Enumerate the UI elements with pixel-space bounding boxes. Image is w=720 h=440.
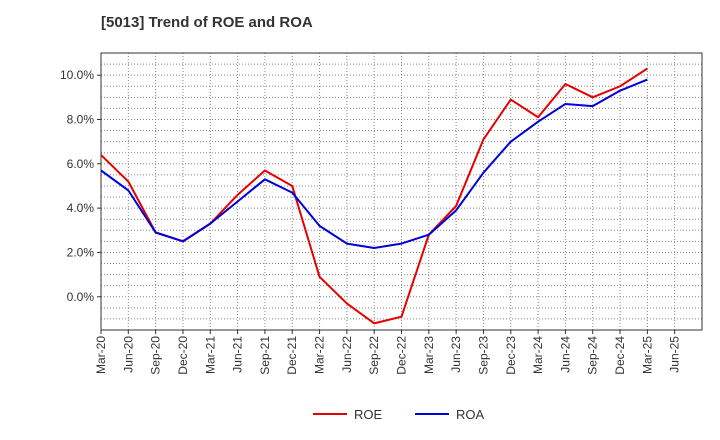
x-tick-label: Sep-20 — [149, 336, 163, 375]
y-tick-label: 8.0% — [67, 112, 95, 126]
series — [100, 67, 648, 325]
x-tick-label: Sep-22 — [367, 336, 381, 375]
y-tick-label: 4.0% — [67, 201, 95, 215]
x-tick-label: Mar-23 — [422, 336, 436, 374]
x-tick-label: Jun-20 — [121, 336, 135, 373]
legend-label-roa: ROA — [456, 407, 485, 422]
series-line-roa — [100, 78, 648, 250]
x-tick-label: Mar-20 — [94, 336, 108, 374]
x-tick-label: Dec-21 — [285, 336, 299, 375]
x-tick-label: Jun-24 — [558, 336, 572, 373]
legend-label-roe: ROE — [354, 407, 383, 422]
x-axis: Mar-20 Jun-20 Sep-20 Dec-20 Mar-21 Jun-21 Sep-… — [94, 330, 682, 375]
x-tick-label: Jun-23 — [449, 336, 463, 373]
grid — [101, 53, 702, 331]
y-tick-label: 2.0% — [67, 245, 95, 259]
x-tick-label: Mar-24 — [531, 336, 545, 374]
x-tick-label: Dec-22 — [395, 336, 409, 375]
y-tick-label: 0.0% — [67, 290, 95, 304]
series-line-roe — [100, 67, 648, 325]
y-tick-label: 6.0% — [67, 157, 95, 171]
x-tick-label: Mar-21 — [203, 336, 217, 374]
y-axis: 0.0% 2.0% 4.0% 6.0% 8.0% 10.0% — [60, 68, 101, 304]
x-tick-label: Jun-21 — [231, 336, 245, 373]
x-tick-label: Jun-22 — [340, 336, 354, 373]
x-tick-label: Sep-23 — [476, 336, 490, 375]
legend: ROE ROA — [313, 407, 485, 422]
chart-title: [5013] Trend of ROE and ROA — [101, 14, 313, 31]
x-tick-label: Jun-25 — [668, 336, 682, 373]
x-tick-label: Dec-24 — [613, 336, 627, 375]
x-tick-label: Sep-24 — [586, 336, 600, 375]
x-tick-label: Dec-23 — [504, 336, 518, 375]
x-tick-label: Mar-22 — [313, 336, 327, 374]
x-tick-label: Sep-21 — [258, 336, 272, 375]
x-tick-label: Dec-20 — [176, 336, 190, 375]
y-tick-label: 10.0% — [60, 68, 94, 82]
x-tick-label: Mar-25 — [640, 336, 654, 374]
